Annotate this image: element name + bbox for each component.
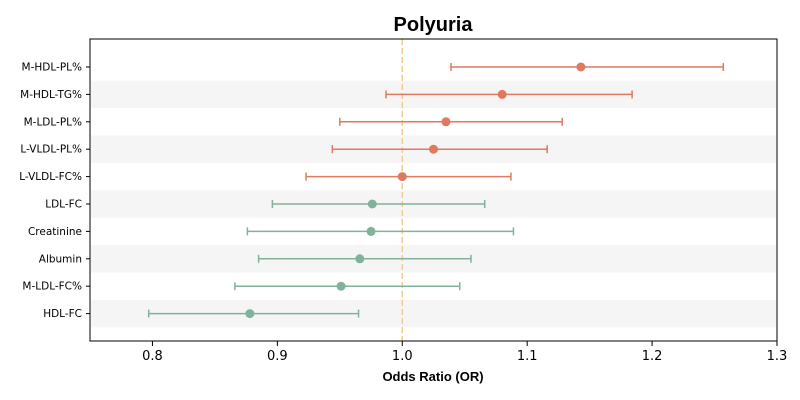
forest-row: [271, 199, 486, 209]
x-tick-label: 1.3: [767, 349, 788, 364]
y-tick-label: LDL-FC: [45, 199, 82, 211]
x-tick-label: 0.9: [267, 349, 288, 364]
or-point: [367, 199, 377, 209]
chart-title: Polyuria: [394, 14, 474, 36]
forest-row: [305, 172, 512, 182]
plot-frame: [89, 38, 778, 342]
x-tick-label: 1.1: [517, 349, 538, 364]
forest-row: [234, 281, 461, 291]
x-tick-label: 0.8: [142, 349, 163, 364]
y-tick-label: Albumin: [39, 253, 82, 265]
y-tick-label: L-VLDL-PL%: [20, 144, 82, 156]
or-point: [355, 254, 365, 264]
y-tick-label: Creatinine: [28, 226, 82, 238]
x-tick-label: 1.0: [392, 349, 413, 364]
forest-row: [331, 144, 548, 154]
or-point: [336, 281, 346, 291]
x-tick-label: 1.2: [642, 349, 663, 364]
forest-row: [246, 226, 515, 236]
y-tick-label: M-HDL-PL%: [22, 62, 82, 74]
or-point: [366, 226, 376, 236]
x-axis-label: Odds Ratio (OR): [382, 369, 483, 384]
x-axis: 0.8 0.9 1.0 1.1 1.2 1.3: [142, 341, 787, 364]
or-point: [397, 172, 407, 182]
y-tick-label: M-HDL-TG%: [20, 89, 82, 101]
forest-row: [450, 62, 725, 72]
forest-row: [339, 117, 563, 127]
forest-row: [385, 89, 633, 99]
forest-row: [147, 309, 360, 319]
forest-row: [257, 254, 472, 264]
y-tick-label: L-VLDL-FC%: [19, 171, 82, 183]
data-rows: [147, 62, 725, 319]
or-point: [576, 62, 586, 72]
y-tick-label: M-LDL-PL%: [24, 116, 82, 128]
or-point: [429, 144, 438, 154]
or-point: [441, 117, 451, 127]
or-point: [497, 89, 507, 99]
y-tick-label: HDL-FC: [43, 308, 82, 320]
y-axis: M-HDL-PL% M-HDL-TG% M-LDL-PL% L-VLDL-PL% L-V…: [19, 62, 90, 320]
or-point: [245, 309, 255, 319]
y-tick-label: M-LDL-FC%: [22, 281, 82, 293]
